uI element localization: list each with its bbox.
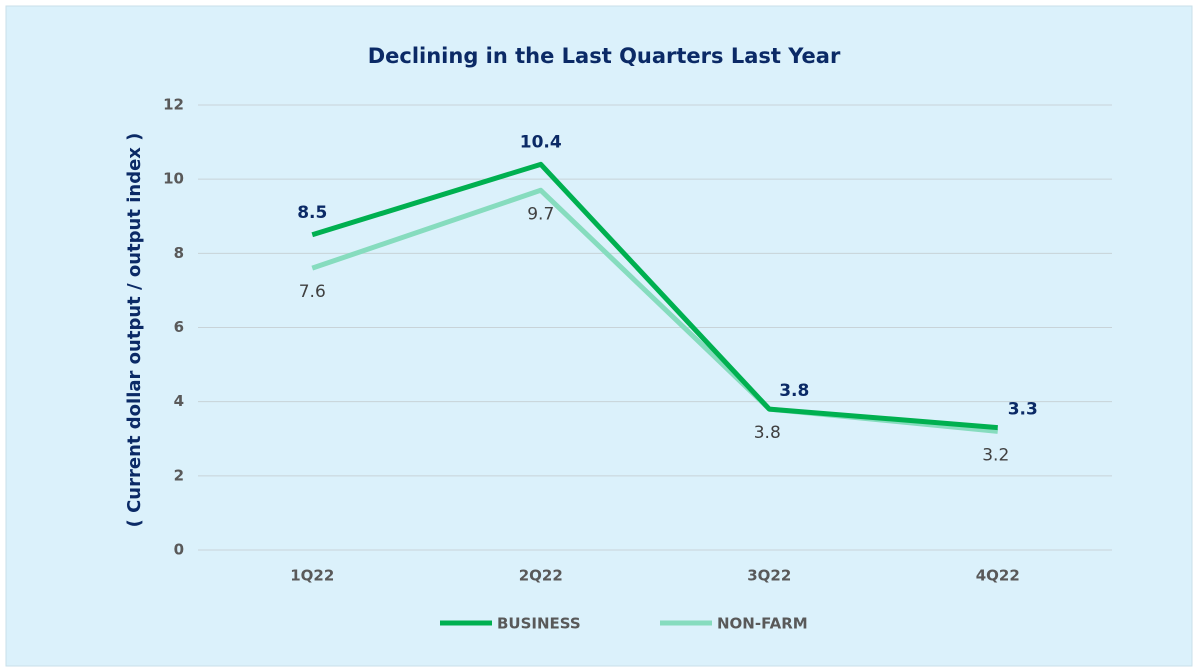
x-tick-label: 3Q22 (747, 567, 791, 585)
data-label: 3.2 (982, 445, 1009, 465)
data-label: 10.4 (520, 132, 562, 152)
x-tick-label: 4Q22 (976, 567, 1020, 585)
y-tick-label: 0 (174, 541, 184, 559)
y-axis-label: ( Current dollar output / output index ) (124, 133, 145, 528)
y-tick-label: 6 (174, 318, 184, 336)
y-tick-label: 4 (174, 392, 184, 410)
y-tick-label: 8 (174, 244, 184, 262)
data-label: 3.8 (779, 381, 809, 401)
data-label: 7.6 (299, 282, 326, 302)
y-tick-label: 10 (163, 170, 184, 188)
data-label: 8.5 (297, 203, 327, 223)
data-label: 9.7 (527, 204, 554, 224)
data-label: 3.8 (754, 423, 781, 443)
chart-title: Declining in the Last Quarters Last Year (368, 44, 841, 68)
legend-label: BUSINESS (497, 615, 581, 633)
background (5, 5, 1193, 667)
y-tick-label: 2 (174, 466, 184, 484)
data-label: 3.3 (1008, 400, 1038, 420)
y-tick-label: 12 (163, 96, 184, 114)
legend-label: NON-FARM (717, 615, 808, 633)
x-tick-label: 2Q22 (519, 567, 563, 585)
series-line (311, 161, 998, 431)
x-tick-label: 1Q22 (290, 567, 334, 585)
